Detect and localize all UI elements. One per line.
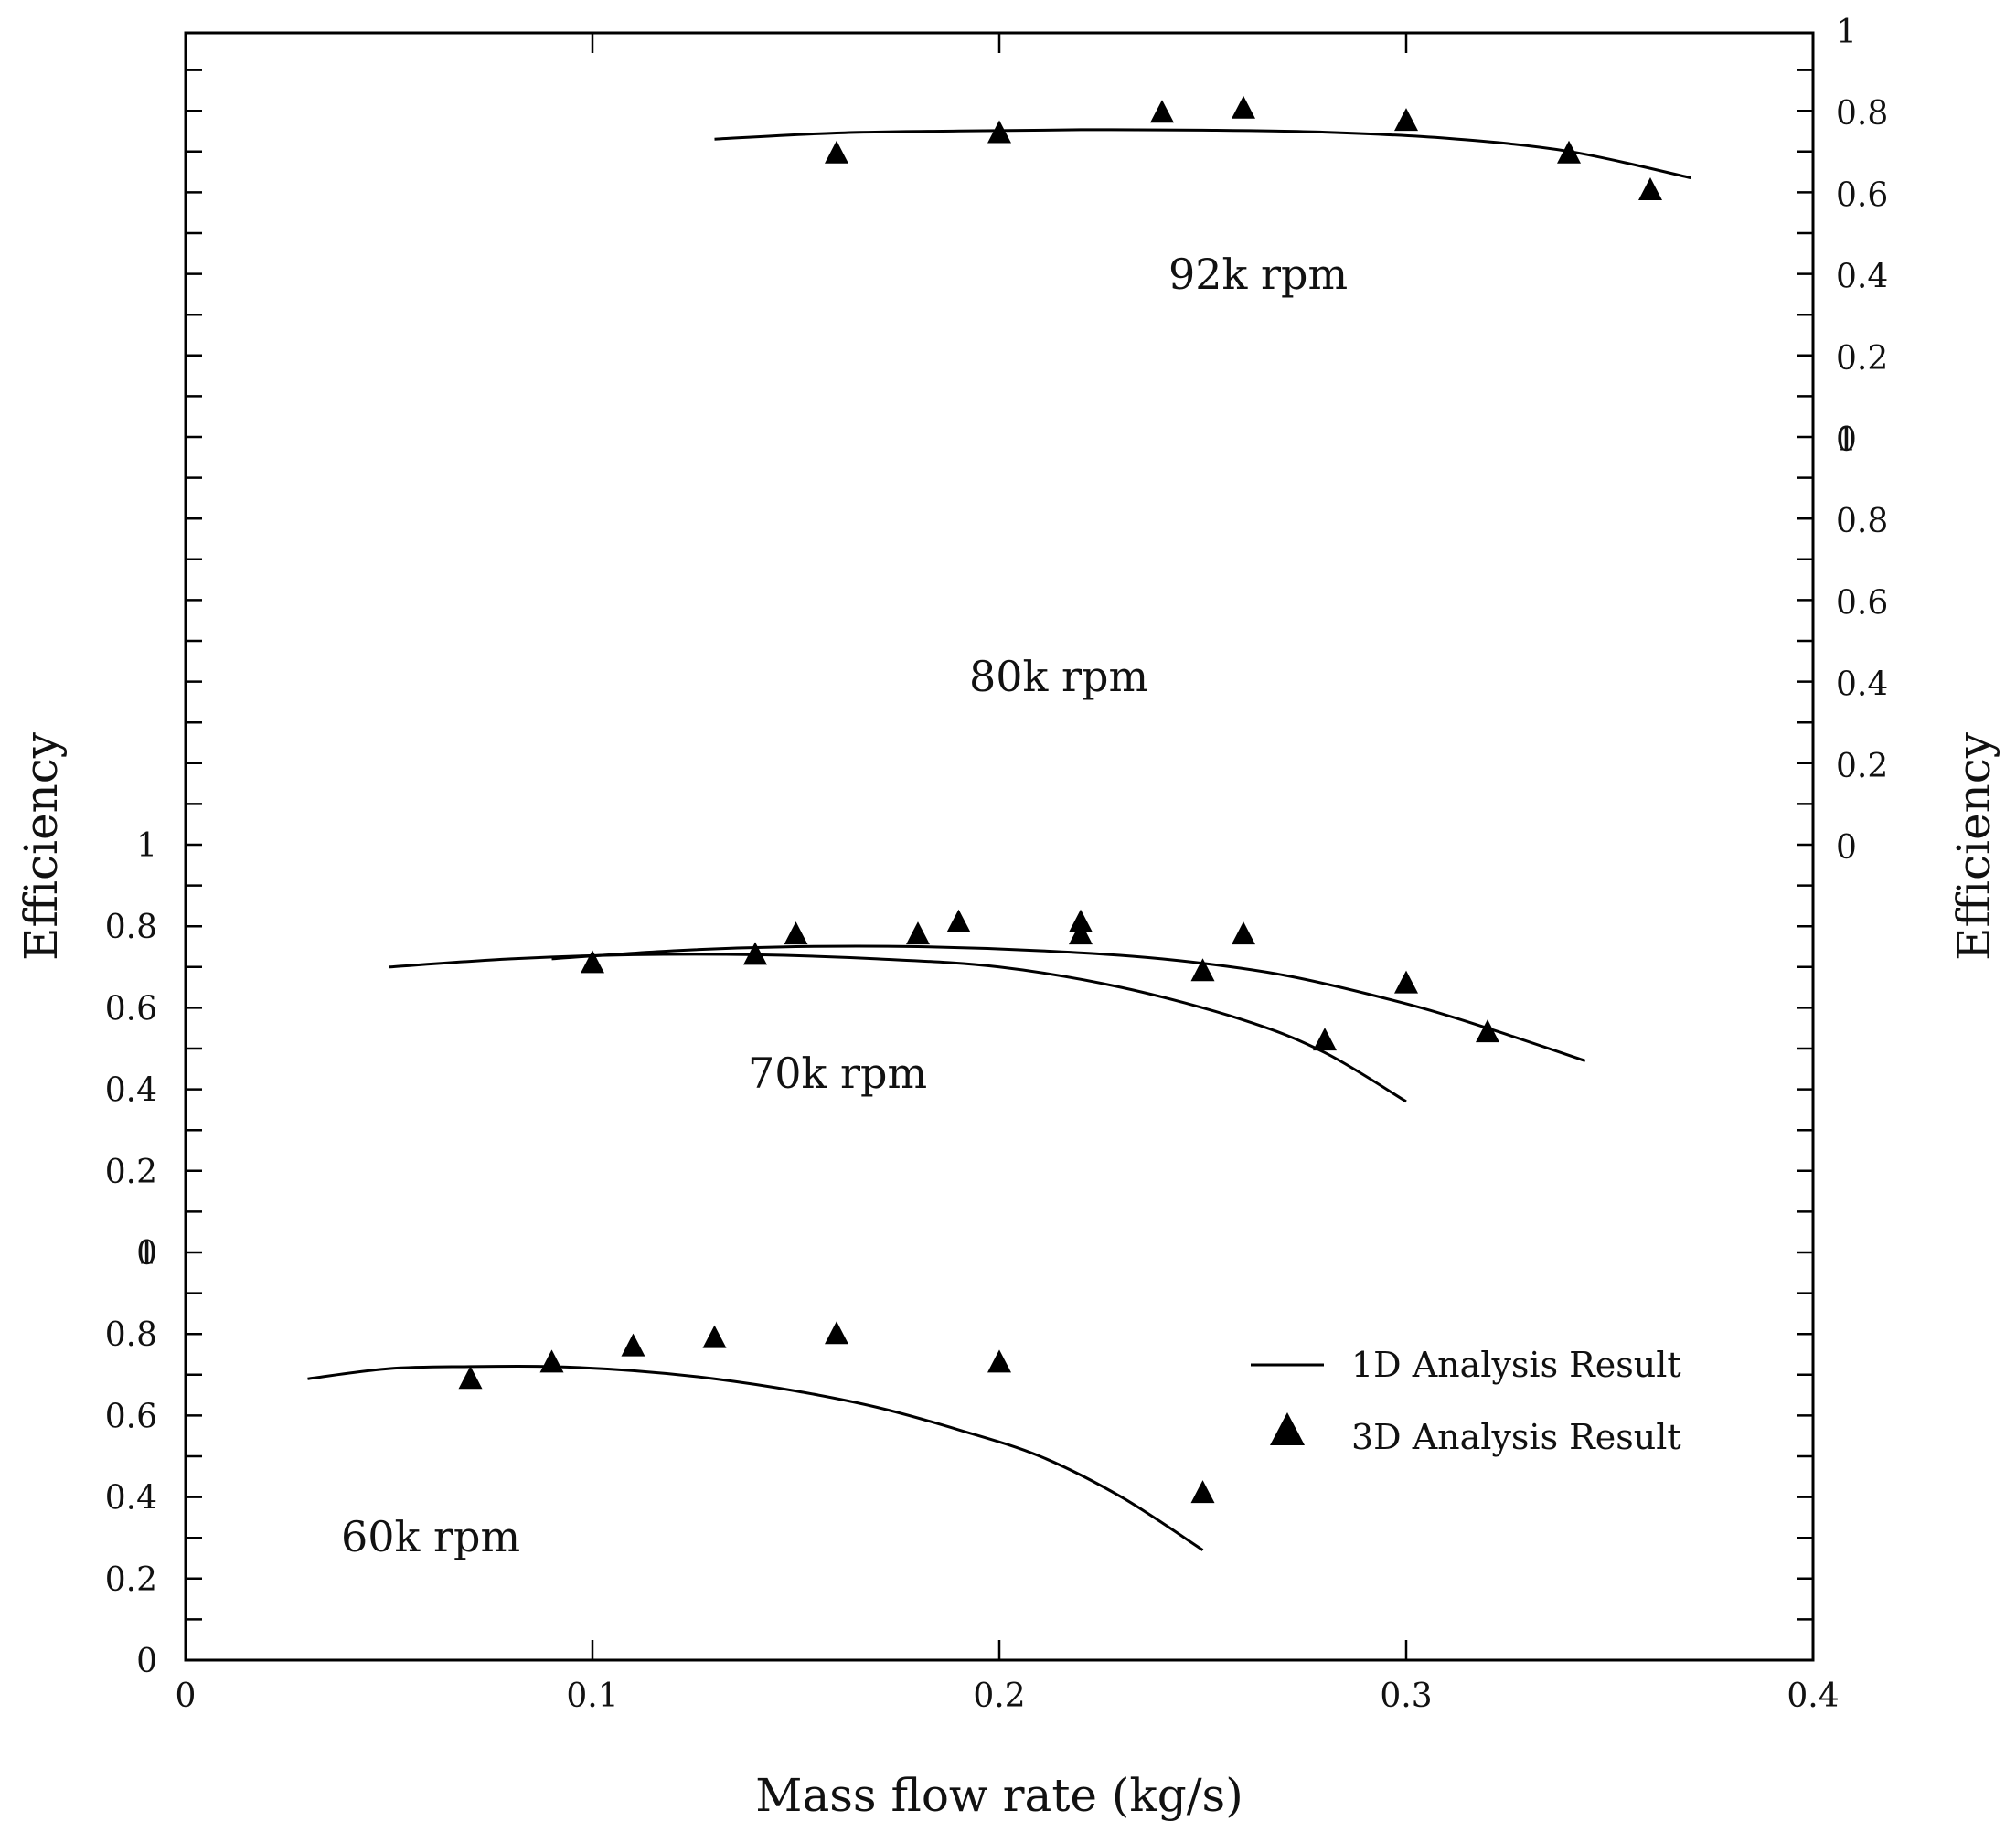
left-tick-label: 0 xyxy=(136,1643,157,1680)
marker-3d xyxy=(1069,909,1093,932)
marker-3d xyxy=(1232,95,1255,119)
marker-3d xyxy=(1394,970,1418,994)
marker-3d xyxy=(987,120,1011,144)
right-tick-label: 1 xyxy=(1836,421,1857,459)
x-tick-labels: 0 0.1 0.2 0.3 0.4 xyxy=(176,1678,1840,1715)
marker-3d xyxy=(1394,108,1418,132)
x-axis-title: Mass flow rate (kg/s) xyxy=(755,1769,1243,1822)
x-tick-label: 0 xyxy=(176,1678,197,1715)
curve-1d-80k-rpm xyxy=(551,944,1586,1062)
marker-3d xyxy=(743,942,767,965)
left-tick-label: 0.8 xyxy=(105,1316,157,1354)
legend-label-1d: 1D Analysis Result xyxy=(1351,1345,1681,1385)
marker-3d xyxy=(1638,176,1662,200)
right-tick-label: 0 xyxy=(1836,421,1857,459)
right-y-axis-title: Efficiency xyxy=(1947,731,2000,961)
annotation-80k-rpm: 80k rpm xyxy=(969,652,1148,701)
legend-triangle-swatch xyxy=(1270,1412,1305,1445)
right-tick-label: 0.4 xyxy=(1836,666,1888,704)
right-tick-label: 0.2 xyxy=(1836,340,1888,378)
left-tick-label: 0.2 xyxy=(105,1154,157,1191)
marker-3d xyxy=(906,921,930,945)
left-tick-label: 0.8 xyxy=(105,909,157,946)
right-tick-label: 0 xyxy=(1836,829,1857,867)
curves-1d xyxy=(307,128,1691,1551)
marker-3d xyxy=(458,1366,483,1390)
marker-3d xyxy=(702,1325,727,1348)
right-tick-label: 0.6 xyxy=(1836,176,1888,214)
x-tick-label: 0.1 xyxy=(566,1678,618,1715)
right-tick-label: 0.6 xyxy=(1836,584,1888,622)
curve-1d-92k-rpm xyxy=(714,128,1691,180)
marker-3d xyxy=(1476,1019,1499,1043)
marker-3d xyxy=(825,140,848,164)
x-tick-label: 0.3 xyxy=(1380,1678,1432,1715)
marker-3d xyxy=(1150,100,1174,123)
marker-3d xyxy=(1190,958,1215,982)
marker-3d xyxy=(539,1349,564,1373)
left-y-axis-title: Efficiency xyxy=(15,731,68,961)
right-tick-label: 0.4 xyxy=(1836,259,1888,296)
left-tick-label: 0.6 xyxy=(105,990,157,1028)
x-tick-label: 0.4 xyxy=(1787,1678,1839,1715)
marker-3d xyxy=(1313,1028,1337,1051)
marker-3d xyxy=(621,1333,645,1357)
left-tick-label: 0.4 xyxy=(105,1480,157,1518)
right-tick-label: 1 xyxy=(1836,14,1857,51)
curve-1d-60k-rpm xyxy=(307,1364,1204,1551)
annotation-70k-rpm: 70k rpm xyxy=(748,1049,927,1098)
right-tick-label: 0.8 xyxy=(1836,503,1888,540)
marker-3d xyxy=(581,950,604,974)
left-tick-label: 0.6 xyxy=(105,1398,157,1435)
legend-label-3d: 3D Analysis Result xyxy=(1351,1417,1681,1457)
marker-3d xyxy=(1190,1480,1215,1504)
annotation-60k-rpm: 60k rpm xyxy=(341,1512,520,1561)
tick-marks xyxy=(184,33,1815,1662)
marker-3d xyxy=(784,921,808,945)
speed-annotations: 60k rpm 70k rpm 80k rpm 92k rpm xyxy=(341,250,1348,1561)
marker-3d xyxy=(1232,921,1255,945)
marker-3d xyxy=(1557,140,1581,164)
left-tick-label: 1 xyxy=(136,1235,157,1273)
annotation-92k-rpm: 92k rpm xyxy=(1168,250,1348,299)
marker-3d xyxy=(825,1321,848,1345)
left-tick-label: 0.2 xyxy=(105,1561,157,1599)
markers-3d xyxy=(458,95,1662,1504)
marker-3d xyxy=(987,1349,1011,1373)
x-tick-label: 0.2 xyxy=(973,1678,1025,1715)
plot-frame xyxy=(184,31,1815,1662)
legend: 1D Analysis Result 3D Analysis Result xyxy=(1251,1345,1681,1457)
left-tick-label: 0.4 xyxy=(105,1072,157,1110)
right-tick-label: 0.8 xyxy=(1836,95,1888,133)
left-tick-label: 1 xyxy=(136,827,157,865)
marker-3d xyxy=(946,909,971,932)
left-tick-label: 0 xyxy=(136,1235,157,1273)
right-tick-label: 0.2 xyxy=(1836,748,1888,785)
marker-3d xyxy=(1069,921,1093,945)
